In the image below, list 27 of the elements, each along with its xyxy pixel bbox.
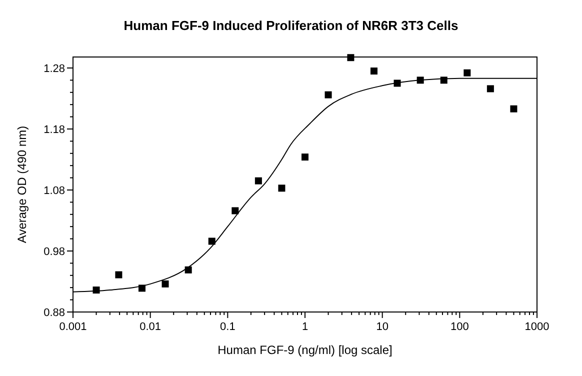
y-tick-label: 0.88 bbox=[44, 306, 65, 319]
point bbox=[254, 177, 262, 184]
x-tick-label: 0.1 bbox=[220, 321, 236, 333]
point bbox=[232, 207, 239, 214]
x-tick-label: 1 bbox=[302, 321, 308, 333]
point bbox=[115, 271, 122, 278]
point bbox=[324, 91, 332, 98]
y-tick-label: 1.28 bbox=[44, 62, 65, 75]
point bbox=[302, 154, 308, 161]
y-tick-label: 0.98 bbox=[44, 246, 65, 258]
chart-title: Human FGF-9 Induced Proliferation of NR6R 3T3 Cells bbox=[124, 18, 458, 33]
point bbox=[278, 184, 286, 192]
point bbox=[486, 85, 494, 92]
x-tick-label: 0.001 bbox=[59, 321, 87, 333]
x-tick-label: 100 bbox=[450, 321, 469, 333]
x-tick-label: 10 bbox=[376, 321, 388, 333]
point bbox=[464, 69, 471, 76]
point bbox=[370, 68, 378, 75]
x-tick-label: 0.01 bbox=[140, 321, 162, 333]
x-axis-title: Human FGF-9 (ng/ml) [log scale] bbox=[218, 343, 392, 357]
point bbox=[162, 280, 169, 288]
y-axis-title: Average OD (490 nm) bbox=[15, 126, 29, 244]
point bbox=[208, 238, 216, 245]
y-tick-label: 1.18 bbox=[44, 124, 65, 136]
x-tick-label: 1000 bbox=[524, 321, 550, 333]
y-tick-label: 1.08 bbox=[44, 184, 65, 197]
point bbox=[510, 105, 518, 112]
